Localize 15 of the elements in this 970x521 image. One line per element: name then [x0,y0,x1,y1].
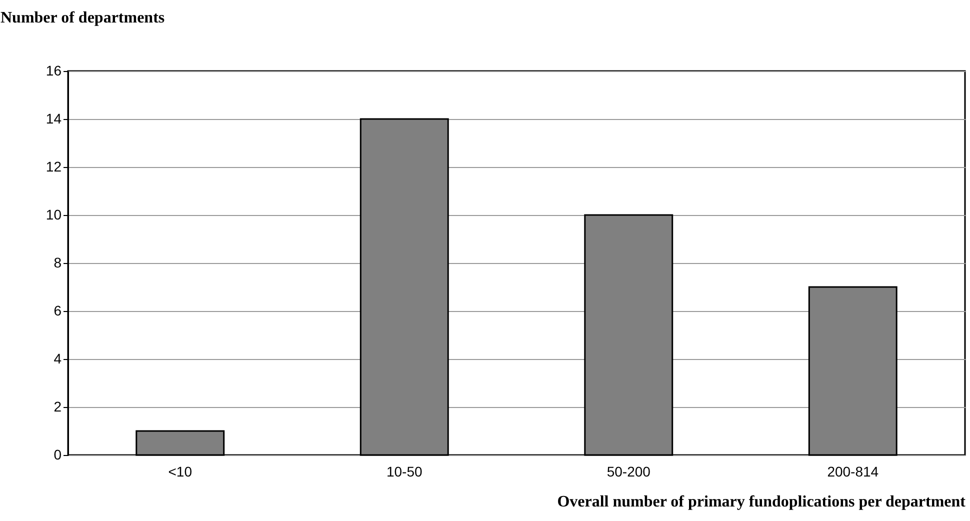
y-tick-label: 4 [54,350,62,366]
x-tick-label: 200-814 [827,464,879,480]
y-tick-label: 6 [54,302,62,318]
x-tick-label: 10-50 [386,464,422,480]
x-tick-label: 50-200 [606,464,651,480]
y-tick-label: 16 [46,62,62,78]
y-tick-label: 14 [46,110,62,126]
x-axis-title: Overall number of primary fundoplications per department [557,494,966,510]
y-tick-label: 12 [46,158,62,174]
y-axis-title: Number of departments [0,10,165,26]
y-tick-label: 8 [54,254,62,270]
y-tick-label: 10 [46,206,62,222]
y-tick-label: 0 [54,446,62,462]
x-tick-label: <10 [168,464,192,480]
y-tick-label: 2 [54,398,62,414]
